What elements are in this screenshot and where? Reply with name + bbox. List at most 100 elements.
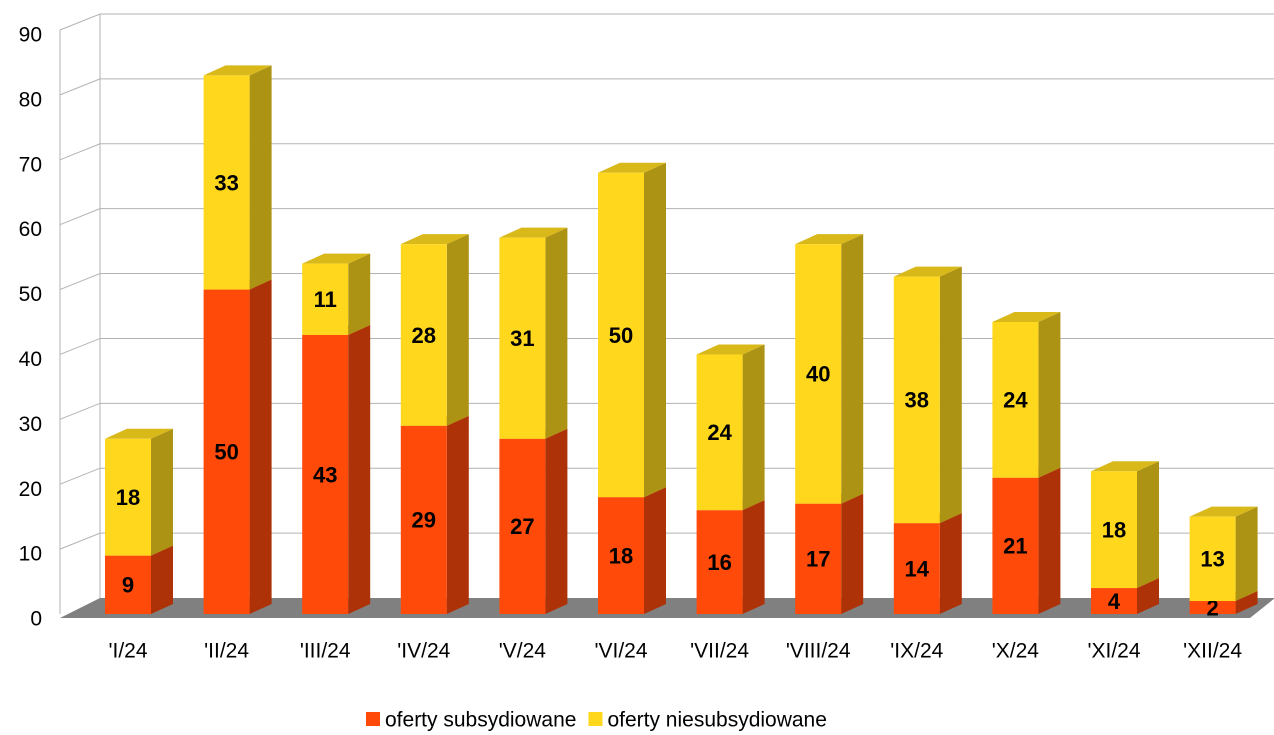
bar: [893, 276, 940, 524]
bar: [795, 503, 842, 614]
bar-side: [1137, 461, 1159, 589]
bar: [1091, 588, 1137, 614]
bar-side: [1137, 578, 1159, 614]
data-label: 33: [214, 170, 238, 195]
bar-side: [742, 344, 765, 511]
bar: [1091, 471, 1137, 589]
y-tick-label: 30: [19, 413, 42, 436]
bar: [499, 237, 546, 439]
grid-line: [59, 532, 1274, 550]
bar: [1189, 601, 1236, 614]
grid-line: [59, 143, 1274, 161]
legend-label: oferty niesubsydiowane: [607, 709, 826, 732]
bar-top: [302, 253, 371, 264]
bar-side: [151, 545, 173, 614]
bar: [598, 497, 644, 614]
bar-top: [795, 234, 864, 245]
data-label: 24: [1003, 388, 1028, 413]
bar-side: [1235, 506, 1258, 602]
x-tick-label: 'VIII/24: [786, 640, 851, 663]
bar-top: [893, 266, 962, 277]
data-label: 18: [609, 543, 633, 568]
bar-side: [939, 513, 962, 614]
data-label: 50: [214, 440, 238, 465]
grid-line: [59, 402, 1274, 420]
bar-top: [598, 162, 666, 173]
data-label: 21: [1003, 534, 1027, 559]
data-label: 50: [609, 323, 633, 348]
grid-line: [59, 78, 1274, 96]
data-label: 40: [806, 362, 830, 387]
x-tick-label: 'IV/24: [397, 640, 450, 663]
bar-side: [545, 227, 568, 439]
bar-side: [644, 487, 666, 614]
data-label: 31: [510, 326, 534, 351]
bar-side: [151, 428, 173, 556]
bar: [302, 263, 349, 335]
bar: [992, 322, 1039, 478]
bar-top: [1189, 506, 1258, 517]
grid-line: [59, 273, 1274, 291]
data-label: 29: [412, 508, 436, 533]
grid-line: [59, 337, 1274, 355]
grid-line: [59, 208, 1274, 226]
bar: [302, 334, 349, 614]
data-label: 13: [1200, 547, 1224, 572]
data-label: 16: [707, 550, 731, 575]
x-tick-label: 'IX/24: [890, 640, 943, 663]
x-tick-label: 'V/24: [499, 640, 547, 663]
x-tick-label: 'VII/24: [690, 640, 749, 663]
bar-side: [446, 415, 469, 614]
bar-side: [939, 266, 962, 524]
data-label: 43: [313, 462, 337, 487]
bar-side: [446, 234, 469, 426]
data-label: 27: [510, 514, 534, 539]
bar: [105, 555, 151, 614]
data-label: 14: [905, 556, 930, 581]
bar: [598, 172, 644, 498]
bar-top: [105, 428, 173, 439]
bar-side: [841, 234, 864, 504]
bar-side: [348, 324, 371, 614]
bar: [203, 289, 250, 614]
bar: [203, 75, 250, 290]
bar: [696, 510, 743, 614]
data-label: 18: [116, 485, 140, 510]
bar-top: [400, 234, 469, 245]
bar-top: [992, 312, 1061, 322]
x-tick-label: 'VI/24: [594, 640, 647, 663]
legend-label: oferty subsydiowane: [385, 709, 576, 732]
x-tick-label: 'X/24: [992, 640, 1040, 663]
bar-top: [1091, 461, 1159, 472]
y-tick-label: 10: [19, 543, 42, 566]
y-tick-label: 0: [30, 608, 42, 631]
bar-side: [644, 162, 666, 498]
y-tick-label: 90: [19, 24, 42, 47]
data-label: 4: [1108, 589, 1121, 614]
x-tick-label: 'II/24: [204, 640, 249, 663]
x-tick-label: 'XII/24: [1183, 640, 1242, 663]
bar-side: [249, 65, 272, 290]
legend-swatch: [588, 712, 603, 726]
y-tick-label: 20: [19, 478, 42, 501]
bar-side: [249, 279, 272, 614]
grid-line: [59, 13, 1274, 31]
bar-side: [1038, 312, 1061, 478]
data-label: 28: [412, 323, 436, 348]
bar: [1189, 516, 1236, 602]
bar-side: [545, 428, 568, 614]
data-label: 9: [122, 573, 134, 598]
y-tick-label: 40: [19, 348, 42, 371]
y-tick-label: 70: [19, 153, 42, 176]
bar-side: [348, 253, 371, 335]
bar-side: [1235, 591, 1258, 614]
bar: [400, 425, 447, 614]
bar: [400, 244, 447, 426]
bar-top: [203, 65, 272, 76]
bar: [795, 244, 842, 504]
bar-top: [696, 344, 765, 355]
bar-side: [841, 493, 864, 614]
bar: [499, 438, 546, 614]
data-label: 18: [1102, 517, 1126, 542]
